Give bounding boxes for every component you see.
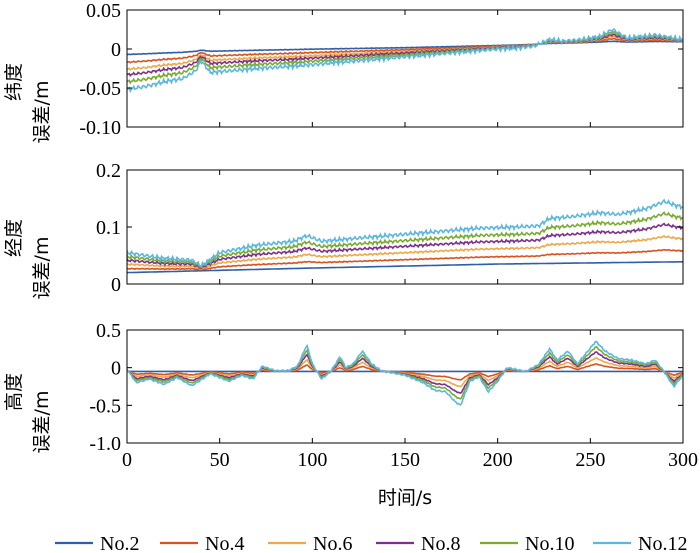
- x-tick-label: 200: [483, 449, 513, 471]
- y-axis-label-line1: 高度: [3, 373, 25, 411]
- y-axis-label-line2: 误差/m: [31, 391, 53, 454]
- y-tick-label: 0: [111, 358, 121, 380]
- series-group: [127, 198, 683, 274]
- x-tick-label: 0: [122, 449, 132, 471]
- x-tick-label: 300: [668, 449, 698, 471]
- y-axis-label-line1: 纬度: [3, 63, 25, 101]
- series-line-no2: [127, 261, 683, 274]
- legend-label-no6: No.6: [313, 533, 352, 553]
- y-tick-label: 0: [111, 39, 121, 61]
- y-axis-label-line2: 误差/m: [31, 237, 53, 300]
- y-tick-label: 0.5: [96, 320, 121, 342]
- y-tick-label: -0.05: [79, 78, 121, 100]
- x-axis-label: 时间/s: [378, 487, 432, 509]
- legend-label-no8: No.8: [421, 533, 460, 553]
- series-line-no4: [127, 37, 683, 64]
- panel-1: 0.05 0 -0.05 -0.10 纬度 误差/m: [3, 0, 684, 144]
- legend: No.2 No.4 No.6 No.8 No.10 No.12: [55, 533, 687, 553]
- y-tick-label: 0.05: [86, 0, 121, 22]
- series-group: [127, 28, 683, 93]
- panel-3: 0.5 0 -0.5 -1.0 高度 误差/m: [3, 320, 684, 455]
- panel-frame: [126, 329, 684, 444]
- y-tick-label: 0: [111, 274, 121, 296]
- series-line-no8: [127, 222, 683, 270]
- x-tick-label: 150: [390, 449, 420, 471]
- series-group: [127, 340, 683, 406]
- legend-label-no12: No.12: [638, 533, 687, 553]
- legend-label-no2: No.2: [100, 533, 139, 553]
- series-line-no10: [127, 211, 683, 269]
- y-tick-label: -0.10: [79, 117, 121, 139]
- x-tick-label: 250: [575, 449, 605, 471]
- y-axis-label-line1: 经度: [3, 219, 25, 257]
- y-axis-label-line2: 误差/m: [31, 81, 53, 144]
- x-tick-label: 50: [210, 449, 230, 471]
- series-line-no6: [127, 235, 683, 270]
- series-line-no12: [127, 28, 683, 93]
- y-tick-label: 0.1: [96, 217, 121, 239]
- y-tick-label: -0.5: [89, 395, 121, 417]
- legend-label-no4: No.4: [205, 533, 244, 553]
- panel-2: 0.2 0.1 0 经度 误差/m: [3, 160, 684, 300]
- series-line-no2: [127, 40, 683, 56]
- y-tick-label: 0.2: [96, 160, 121, 182]
- x-tick-label: 100: [297, 449, 327, 471]
- series-line-no12: [127, 340, 683, 406]
- series-line-no12: [127, 198, 683, 268]
- legend-label-no10: No.10: [525, 533, 574, 553]
- y-tick-label: -1.0: [89, 433, 121, 455]
- series-line-no4: [127, 248, 683, 271]
